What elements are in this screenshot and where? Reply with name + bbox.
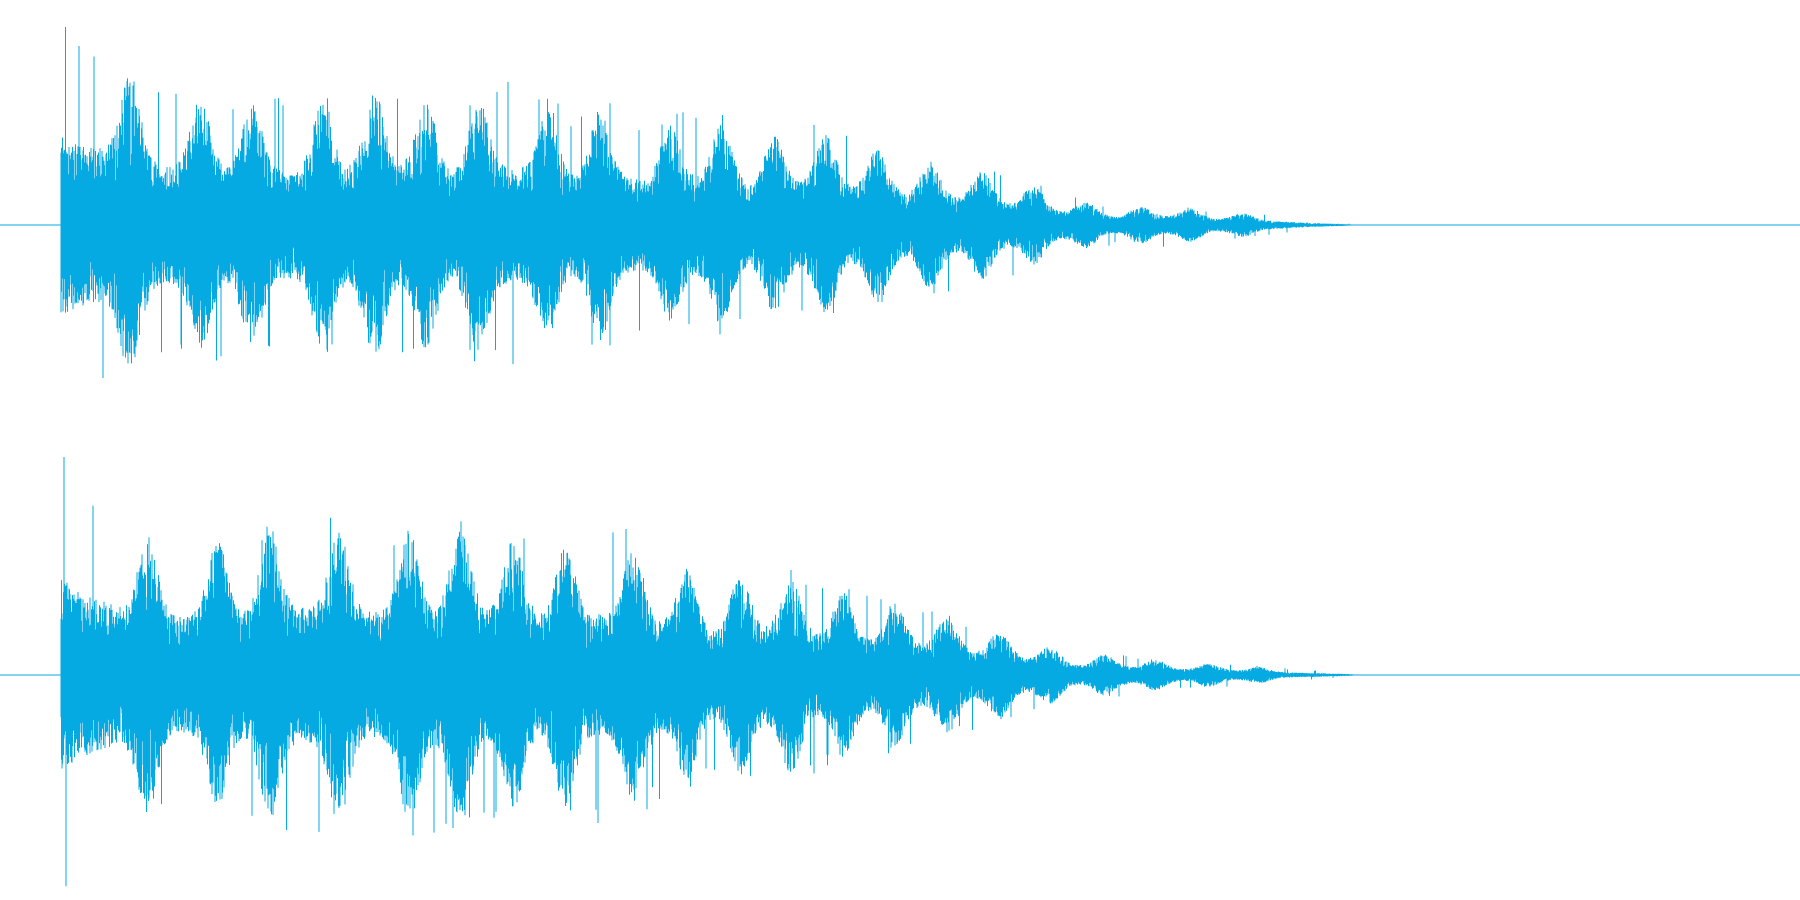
- channel-left-samples: [60, 27, 1364, 379]
- channel-right-samples: [60, 457, 1364, 887]
- channel-right-waveform: [0, 457, 1800, 887]
- channel-left-waveform: [0, 27, 1800, 379]
